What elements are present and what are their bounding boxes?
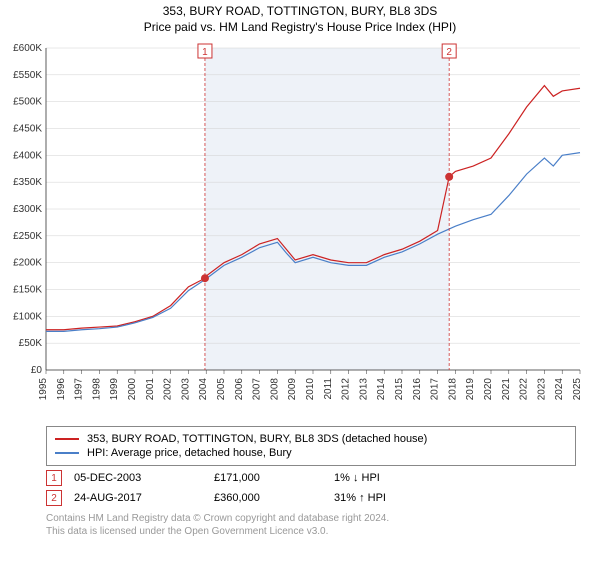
svg-text:£600K: £600K [13,43,42,54]
legend-swatch [55,438,79,440]
svg-text:2006: 2006 [234,378,245,401]
sale-price: £171,000 [214,472,334,484]
legend-label: HPI: Average price, detached house, Bury [87,447,292,459]
sale-delta: 31% ↑ HPI [334,492,454,504]
svg-text:£500K: £500K [13,97,42,108]
legend-swatch [55,452,79,454]
svg-text:2014: 2014 [376,378,387,401]
svg-text:£0: £0 [31,365,43,376]
svg-text:2004: 2004 [198,378,209,401]
svg-text:£450K: £450K [13,124,42,135]
svg-text:2015: 2015 [394,378,405,401]
svg-text:2016: 2016 [412,378,423,401]
svg-text:£100K: £100K [13,311,42,322]
svg-text:2018: 2018 [447,378,458,401]
svg-text:£150K: £150K [13,285,42,296]
svg-text:2024: 2024 [554,378,565,401]
chart-area: £0 £50K £100K £150K £200K £250K £300K £350K £400… [0,40,600,420]
svg-text:1995: 1995 [38,378,49,401]
sales-table: 1 05-DEC-2003£171,0001% ↓ HPI 2 24-AUG-2017… [46,470,576,506]
sale-date: 05-DEC-2003 [74,472,214,484]
svg-text:2012: 2012 [341,378,352,401]
svg-text:2019: 2019 [465,378,476,401]
svg-text:2008: 2008 [269,378,280,401]
svg-text:2020: 2020 [483,378,494,401]
svg-text:2002: 2002 [163,378,174,401]
svg-text:2000: 2000 [127,378,138,401]
svg-text:2021: 2021 [501,378,512,401]
svg-text:1998: 1998 [91,378,102,401]
footer-line1: Contains HM Land Registry data © Crown c… [46,512,576,525]
chart-subtitle: Price paid vs. HM Land Registry's House … [0,20,600,34]
sale-date: 24-AUG-2017 [74,492,214,504]
svg-text:2003: 2003 [180,378,191,401]
svg-text:£200K: £200K [13,258,42,269]
svg-text:£400K: £400K [13,150,42,161]
svg-text:1: 1 [202,47,208,58]
svg-text:1997: 1997 [74,378,85,401]
footer-line2: This data is licensed under the Open Gov… [46,525,576,538]
sale-delta: 1% ↓ HPI [334,472,454,484]
sale-marker: 1 [46,470,62,486]
svg-text:£550K: £550K [13,70,42,81]
svg-text:2013: 2013 [358,378,369,401]
footer-attribution: Contains HM Land Registry data © Crown c… [46,512,576,538]
svg-text:£300K: £300K [13,204,42,215]
svg-text:2010: 2010 [305,378,316,401]
svg-text:2007: 2007 [252,378,263,401]
svg-text:£350K: £350K [13,177,42,188]
svg-text:2005: 2005 [216,378,227,401]
svg-text:2011: 2011 [323,378,334,400]
svg-text:£250K: £250K [13,231,42,242]
svg-text:2: 2 [446,47,452,58]
svg-text:1996: 1996 [56,378,67,401]
legend-item: 353, BURY ROAD, TOTTINGTON, BURY, BL8 3D… [55,433,567,445]
legend-label: 353, BURY ROAD, TOTTINGTON, BURY, BL8 3D… [87,433,427,445]
chart-svg: £0 £50K £100K £150K £200K £250K £300K £350K £400… [0,40,600,420]
page-container: 353, BURY ROAD, TOTTINGTON, BURY, BL8 3D… [0,4,600,564]
legend-item: HPI: Average price, detached house, Bury [55,447,567,459]
svg-text:2001: 2001 [145,378,156,401]
svg-text:£50K: £50K [19,338,43,349]
legend: 353, BURY ROAD, TOTTINGTON, BURY, BL8 3D… [46,426,576,466]
svg-text:2023: 2023 [536,378,547,401]
sale-marker: 2 [46,490,62,506]
svg-text:2009: 2009 [287,378,298,401]
svg-text:2017: 2017 [430,378,441,401]
svg-text:2025: 2025 [572,378,583,401]
sale-price: £360,000 [214,492,334,504]
chart-title: 353, BURY ROAD, TOTTINGTON, BURY, BL8 3D… [0,4,600,18]
svg-text:1999: 1999 [109,378,120,401]
svg-text:2022: 2022 [519,378,530,401]
